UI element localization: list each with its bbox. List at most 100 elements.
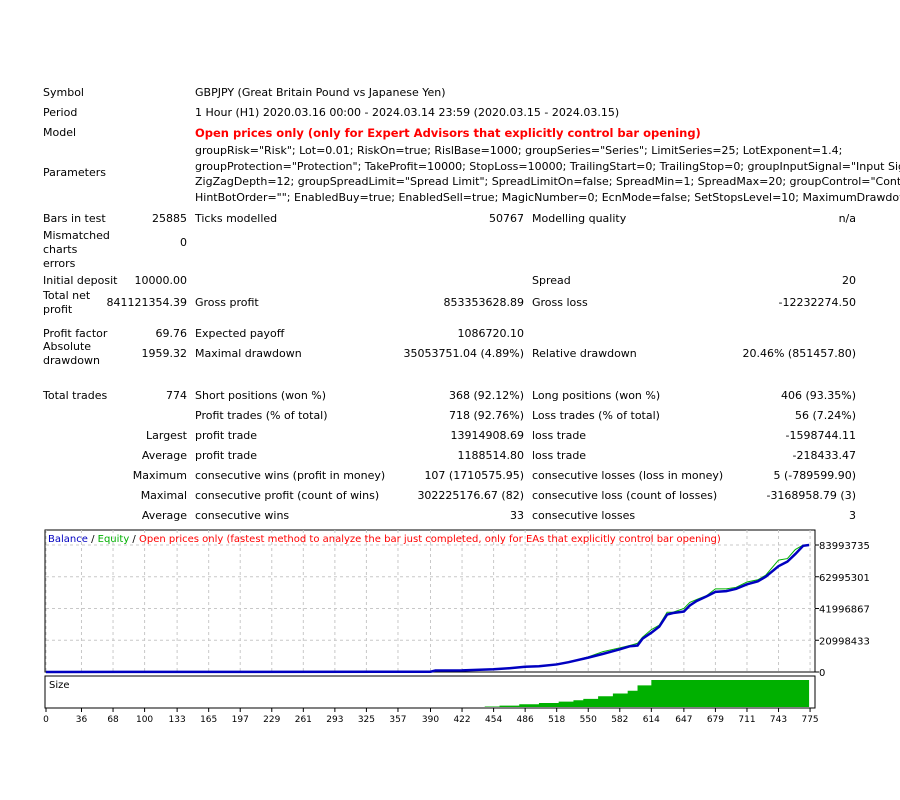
stat-label: Short positions (won %) <box>195 389 327 402</box>
stat-value: 302225176.67 (82) <box>417 489 524 502</box>
period-value: 1 Hour (H1) 2020.03.16 00:00 - 2024.03.1… <box>195 106 620 119</box>
balance-chart: 83993735 62995301 41996867 20998433 0 0 36 68 10… <box>43 529 870 725</box>
model-value: Open prices only (only for Expert Adviso… <box>195 126 701 140</box>
legend-equity: Equity <box>98 534 130 545</box>
x-tick-label: 229 <box>263 715 280 725</box>
stat-label: Absolute drawdown <box>43 340 100 367</box>
stat-label: Mismatched charts errors <box>43 229 110 270</box>
chart-legend: Balance / Equity / Open prices only (fas… <box>48 534 721 545</box>
y-tick-label: 20998433 <box>819 636 870 647</box>
stat-label: consecutive loss (count of losses) <box>532 489 718 502</box>
parameters-line: HintBotOrder=""; EnabledBuy=true; Enable… <box>195 190 900 204</box>
x-tick-label: 518 <box>548 715 565 725</box>
stat-label: consecutive wins (profit in money) <box>195 469 386 482</box>
x-tick-label: 0 <box>43 715 49 725</box>
parameters-value: groupRisk="Risk"; Lot=0.01; RiskOn=true;… <box>195 143 900 205</box>
x-tick-label: 36 <box>76 715 88 725</box>
x-tick-label: 454 <box>485 715 502 725</box>
stat-value: 107 (1710575.95) <box>424 469 524 482</box>
stat-label: Maximal drawdown <box>195 347 302 360</box>
stat-label: loss trade <box>532 449 587 462</box>
size-label: Size <box>49 680 70 691</box>
stat-value: n/a <box>838 212 856 225</box>
stat-label: profit trade <box>195 429 258 442</box>
stat-label: Relative drawdown <box>532 347 637 360</box>
legend-mode: Open prices only (fastest method to anal… <box>139 534 721 545</box>
stat-value: -218433.47 <box>792 449 856 462</box>
stat-label: profit trade <box>195 449 258 462</box>
y-tick-label: 83993735 <box>819 541 870 552</box>
x-tick-label: 293 <box>326 715 343 725</box>
x-tick-label: 165 <box>200 715 217 725</box>
x-tick-label: 100 <box>136 715 153 725</box>
stat-label: Spread <box>532 274 571 287</box>
stat-value: 3 <box>849 509 856 522</box>
x-tick-label: 325 <box>358 715 375 725</box>
y-tick-label: 62995301 <box>819 573 870 584</box>
stat-label: Long positions (won %) <box>532 389 661 402</box>
size-area <box>484 680 810 707</box>
stat-value: 56 (7.24%) <box>794 409 856 422</box>
legend-balance: Balance <box>48 534 88 545</box>
stat-label: Total trades <box>43 389 108 402</box>
stat-value: 10000.00 <box>134 274 188 287</box>
stat-label: Bars in test <box>43 212 106 225</box>
stat-label: Initial deposit <box>43 274 118 287</box>
stat-value: 5 (-789599.90) <box>773 469 856 482</box>
x-tick-label: 68 <box>107 715 119 725</box>
stat-value: 20 <box>842 274 856 287</box>
x-tick-label: 679 <box>707 715 724 725</box>
stat-label: loss trade <box>532 429 587 442</box>
stat-value: 841121354.39 <box>106 296 187 309</box>
stat-value: 853353628.89 <box>443 296 524 309</box>
stat-label: Loss trades (% of total) <box>532 409 660 422</box>
stat-value: 69.76 <box>155 327 188 340</box>
stat-label: Modelling quality <box>532 212 627 225</box>
x-tick-label: 743 <box>770 715 787 725</box>
stat-label: consecutive losses (loss in money) <box>532 469 724 482</box>
stat-label: Ticks modelled <box>195 212 278 225</box>
legend-separator: / <box>129 534 139 545</box>
legend-separator: / <box>88 534 98 545</box>
stat-value: 33 <box>510 509 524 522</box>
x-tick-label: 711 <box>738 715 755 725</box>
main-plot-frame <box>44 529 816 673</box>
stat-value: 35053751.04 (4.89%) <box>403 347 524 360</box>
x-tick-label: 647 <box>675 715 692 725</box>
stat-value: 368 (92.12%) <box>448 389 524 402</box>
stat-label: consecutive profit (count of wins) <box>195 489 380 502</box>
stat-value: Largest <box>146 429 187 442</box>
x-tick-label: 775 <box>801 715 818 725</box>
stat-value: -3168958.79 (3) <box>766 489 856 502</box>
parameters-line: groupProtection="Protection"; TakeProfit… <box>195 159 900 173</box>
parameters-label: Parameters <box>43 166 106 179</box>
stat-value: 718 (92.76%) <box>448 409 524 422</box>
x-tick-label: 390 <box>422 715 439 725</box>
stat-label: Gross loss <box>532 296 588 309</box>
stat-value: 13914908.69 <box>450 429 524 442</box>
stat-value: Average <box>141 449 187 462</box>
stat-label: Gross profit <box>195 296 259 309</box>
stat-label: Profit factor <box>43 327 108 340</box>
stat-value: 774 <box>166 389 187 402</box>
parameters-line: ZigZagDepth=12; groupSpreadLimit="Spread… <box>195 175 900 188</box>
stat-label: consecutive losses <box>532 509 636 522</box>
x-tick-label: 582 <box>611 715 628 725</box>
x-tick-label: 614 <box>643 715 660 725</box>
balance-line <box>45 543 810 674</box>
stat-value: -12232274.50 <box>778 296 856 309</box>
stat-value: 20.46% (851457.80) <box>742 347 856 360</box>
stat-value: 406 (93.35%) <box>780 389 856 402</box>
stat-value: 0 <box>180 236 187 249</box>
stat-value: 1188514.80 <box>457 449 524 462</box>
period-label: Period <box>43 106 78 119</box>
symbol-value: GBPJPY (Great Britain Pound vs Japanese … <box>195 86 446 99</box>
stat-label: consecutive wins <box>195 509 290 522</box>
stat-value: -1598744.11 <box>785 429 856 442</box>
stat-value: 1086720.10 <box>457 327 524 340</box>
stat-label: Total net profit <box>43 289 91 316</box>
parameters-line: groupRisk="Risk"; Lot=0.01; RiskOn=true;… <box>195 144 843 157</box>
stat-value: 25885 <box>152 212 187 225</box>
x-tick-label: 357 <box>389 715 406 725</box>
x-tick-label: 422 <box>453 715 470 725</box>
